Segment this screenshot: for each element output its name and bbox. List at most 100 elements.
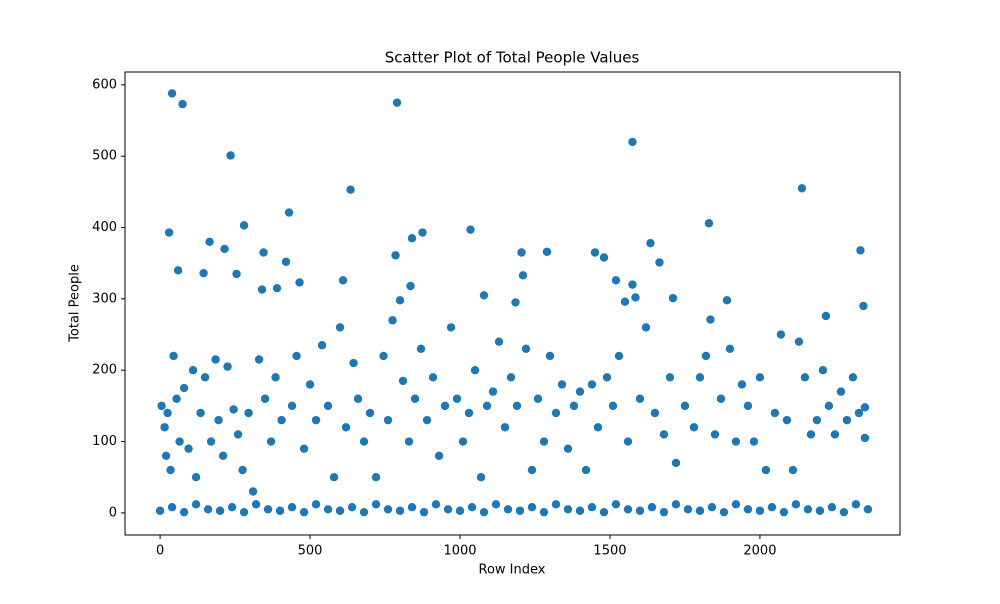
scatter-point [631,293,640,302]
scatter-point [371,473,381,482]
scatter-point [233,430,243,439]
scatter-point [859,301,868,311]
scatter-point [346,185,355,194]
scatter-point [175,437,184,446]
scatter-point [311,500,321,509]
x-tick-label: 1500 [593,544,626,559]
scatter-point [404,437,414,446]
scatter-point [491,500,501,509]
scatter-point [830,430,840,439]
scatter-point [533,394,543,403]
scatter-point [488,387,498,396]
scatter-point [842,415,852,425]
scatter-point [599,507,609,517]
scatter-point [323,401,333,411]
scatter-point [238,465,247,475]
y-tick-label: 600 [92,77,117,92]
x-axis-label: Row Index [479,563,546,578]
scatter-point [407,234,417,243]
scatter-point [323,505,333,514]
scatter-point [317,341,327,350]
scatter-point [191,473,201,482]
scatter-point [329,473,339,482]
scatter-point [659,430,669,439]
scatter-point [575,506,585,515]
scatter-point [419,507,429,517]
scatter-point [452,394,462,403]
scatter-point [755,506,765,515]
scatter-point [428,373,438,382]
scatter-point [464,408,474,418]
scatter-point [311,415,321,425]
scatter-point [161,451,171,461]
scatter-point [163,408,172,418]
scatter-point [743,401,753,411]
scatter-point [410,394,420,403]
scatter-point [272,283,282,293]
scatter-point [551,500,561,509]
scatter-point [797,184,807,193]
scatter-point [587,380,597,389]
scatter-point [467,502,477,512]
scatter-point [284,208,294,217]
scatter-point [398,376,408,386]
scatter-point [406,281,415,291]
scatter-point [707,502,717,512]
scatter-point [719,507,729,517]
scatter-point [281,257,291,266]
scatter-point [349,358,358,368]
x-tick-label: 500 [298,544,323,559]
scatter-point [581,465,591,475]
scatter-point [383,415,393,425]
scatter-point [671,458,681,468]
scatter-point [479,291,489,300]
scatter-point [683,505,693,514]
scatter-point [860,403,870,412]
scatter-point [706,315,715,324]
scatter-point [260,394,270,403]
scatter-point [341,423,351,432]
scatter-point [223,362,232,371]
scatter-point [628,280,637,289]
scatter-point [623,505,633,514]
scatter-point [200,373,210,382]
scatter-point [407,502,417,512]
scatter-point [503,505,513,514]
scatter-point [251,500,261,509]
scatter-point [205,237,214,246]
scatter-point [527,465,537,475]
scatter-point [623,437,633,446]
scatter-point [680,401,690,411]
scatter-point [770,408,780,418]
scatter-point [803,505,813,514]
scatter-point [655,258,664,267]
scatter-point [635,394,645,403]
scatter-point [761,465,771,475]
scatter-point [749,437,759,446]
scatter-point [391,251,400,260]
scatter-point [211,355,220,364]
scatter-point [470,366,480,375]
scatter-point [506,373,516,382]
scatter-point [379,351,388,361]
scatter-point [511,298,520,307]
scatter-point [203,505,213,514]
y-tick-label: 0 [109,505,117,520]
scatter-point [392,98,402,107]
y-tick-label: 400 [92,220,117,235]
scatter-point [539,507,549,517]
scatter-point [266,437,276,446]
chart-title: Scatter Plot of Total People Values [385,49,640,67]
scatter-point [500,423,510,432]
scatter-point [359,437,369,446]
scatter-point [587,502,597,512]
scatter-point [157,401,166,411]
scatter-point [254,355,264,364]
scatter-point [440,401,450,411]
scatter-point [155,506,165,515]
scatter-point [395,506,405,515]
scatter-point [232,269,241,279]
scatter-point [388,316,397,325]
scatter-point [590,248,600,257]
scatter-point [383,505,393,514]
